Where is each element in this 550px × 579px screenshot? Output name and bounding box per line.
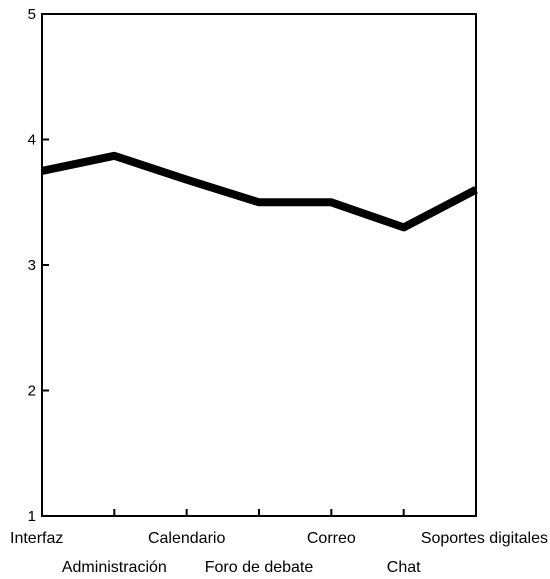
data-point [330, 201, 332, 203]
series-line [41, 151, 478, 232]
y-axis: 1 2 3 4 5 [28, 6, 49, 525]
x-tick-label: Soportes digitales [421, 530, 548, 547]
data-point [186, 179, 188, 181]
x-tick-label: Correo [307, 530, 356, 547]
y-tick-label: 2 [28, 383, 36, 400]
x-tick-label: Calendario [148, 530, 225, 547]
series-group [41, 151, 478, 232]
data-point [258, 201, 260, 203]
x-tick-label: Chat [387, 559, 421, 574]
x-tick-label: Administración [62, 559, 167, 574]
data-point [41, 170, 43, 172]
plot-frame [41, 13, 477, 517]
y-tick-label: 5 [28, 6, 36, 23]
x-tick-label: Foro de debate [205, 559, 314, 574]
x-tick-label: Interfaz [10, 530, 63, 547]
data-point [403, 226, 405, 228]
y-tick-label: 4 [28, 132, 36, 149]
data-point [475, 189, 477, 191]
data-point [113, 155, 115, 157]
y-tick-label: 1 [28, 508, 36, 525]
x-axis: Interfaz Administración Calendario Foro de … [10, 509, 548, 576]
y-tick-label: 3 [28, 257, 36, 274]
